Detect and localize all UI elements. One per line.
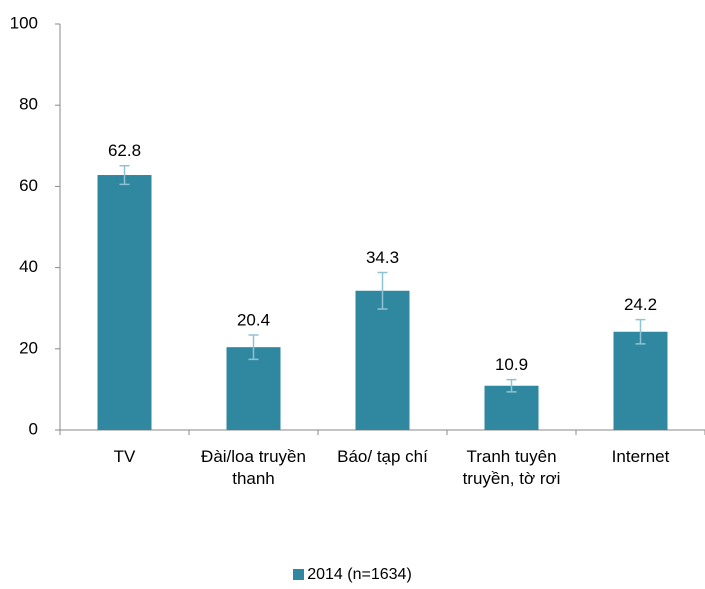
y-tick-label: 100 <box>10 13 38 32</box>
bar <box>226 347 281 430</box>
value-label: 20.4 <box>237 310 270 329</box>
error-bar <box>377 271 388 310</box>
value-label: 24.2 <box>624 295 657 314</box>
x-tick-label: Đài/loa truyền thanh <box>201 447 306 488</box>
y-tick-label: 0 <box>29 419 38 438</box>
bar <box>355 290 410 430</box>
legend-swatch <box>293 569 305 580</box>
x-tick-label: Báo/ tạp chí <box>337 447 428 466</box>
bar <box>484 385 539 430</box>
legend: 2014 (n=1634) <box>0 566 705 584</box>
x-tick-label: Internet <box>611 447 670 466</box>
y-tick-label: 20 <box>19 338 38 357</box>
error-bar <box>506 378 517 393</box>
bar <box>613 331 668 430</box>
value-label: 10.9 <box>495 355 528 374</box>
error-bar <box>119 164 130 186</box>
error-bar <box>635 318 646 345</box>
x-tick-label: Tranh tuyên truyền, tờ rơi <box>462 447 561 488</box>
x-tick-label: TV <box>113 447 136 466</box>
legend-label: 2014 (n=1634) <box>307 566 412 583</box>
value-label: 62.8 <box>108 141 141 160</box>
value-label: 34.3 <box>366 248 399 267</box>
y-tick-label: 80 <box>19 95 38 114</box>
error-bar <box>248 334 259 361</box>
y-tick-label: 40 <box>19 257 38 276</box>
y-tick-label: 60 <box>19 176 38 195</box>
bar <box>97 175 152 430</box>
